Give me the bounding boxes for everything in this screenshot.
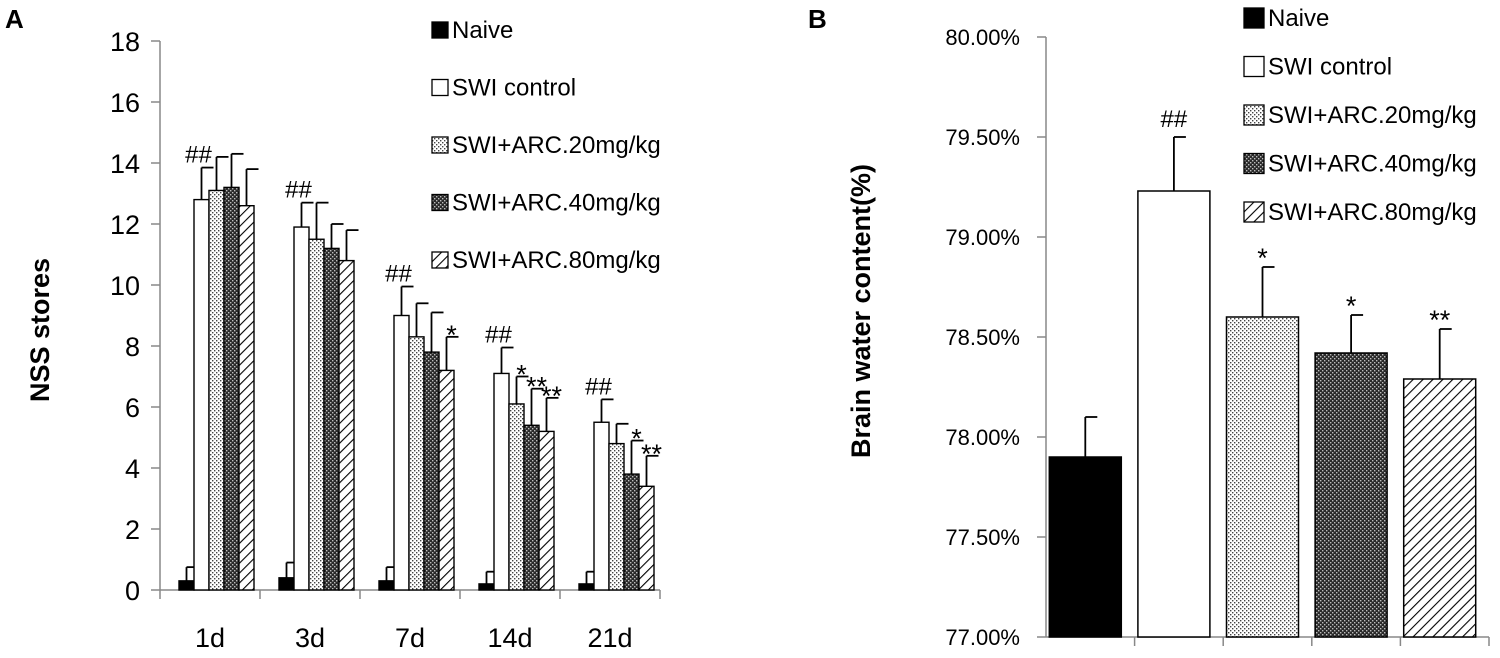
chart-a-bar [623,473,640,591]
chart-b-y-tick-label: 77.50% [945,525,1020,550]
chart-b-legend-swatch [1243,7,1265,29]
chart-b-significance-label: ## [1161,106,1188,133]
chart-a-legend-label: SWI+ARC.20mg/kg [452,132,661,159]
chart-b-y-axis-label: Brain water content(%) [846,164,876,458]
chart-a-legend-label: SWI+ARC.80mg/kg [452,247,661,274]
chart-b-significance-label: * [1346,291,1357,321]
chart-a-bar [393,314,410,591]
chart-a-legend-swatch [431,136,449,154]
chart-b-legend-swatch [1243,104,1265,126]
chart-b-significance-label: ** [1429,305,1451,335]
chart-a-x-tick-label: 21d [587,623,632,653]
chart-b-bar [1225,316,1300,638]
chart-a-bar [508,403,525,591]
chart-a-bar [293,226,310,591]
chart-a-bar [223,186,240,591]
chart-a-y-tick-label: 16 [110,88,140,118]
chart-a-bar [523,424,540,591]
chart-a-bar [178,580,195,591]
chart-a-significance-label: ** [641,439,663,469]
chart-a-y-tick-label: 18 [110,27,140,57]
chart-a-legend: Naive SWI control SWI+ARC.20mg/kg SWI+ARC.4… [431,17,661,274]
panel-label-a: A [5,4,24,34]
chart-b-y-tick-label: 77.00% [945,625,1020,650]
chart-a-y-tick-label: 12 [110,210,140,240]
chart-a-bar [593,421,610,591]
chart-a-legend-label: Naive [452,17,513,44]
chart-b-legend: Naive SWI control SWI+ARC.20mg/kg SWI+ARC.4… [1243,5,1477,226]
chart-a-bar [323,247,340,591]
chart-a-significance-label: ## [485,322,512,349]
chart-b-legend-label: SWI control [1268,54,1392,81]
chart-a-bar [278,577,295,591]
chart-a-bar [338,259,355,591]
chart-a-y-tick-label: 8 [125,332,140,362]
chart-b-bar [1048,456,1123,638]
chart-b-bar [1137,190,1211,638]
chart-a-legend-swatch [431,193,449,212]
panel-label-b: B [808,4,827,34]
chart-a-significance-label: ## [185,142,212,169]
chart-b-legend-label: Naive [1268,5,1329,32]
chart-b-legend-label: SWI+ARC.40mg/kg [1268,151,1477,178]
chart-a-significance-label: ## [585,373,612,400]
chart-a-y-axis-label: NSS stores [25,258,55,402]
chart-b-legend-label: SWI+ARC.80mg/kg [1268,199,1477,226]
chart-a-significance-label: ** [541,381,563,411]
chart-a-bar [193,198,210,591]
chart-a-y-tick-label: 4 [125,454,140,484]
chart-a-y-tick-label: 10 [110,271,140,301]
chart-a-legend-label: SWI+ARC.40mg/kg [452,190,661,217]
chart-a-significance-label: * [631,424,642,454]
chart-a-x-tick-label: 14d [487,623,532,653]
chart-a-significance-label: * [516,360,527,390]
chart-b: Brain water content(%) 77.00% 77.50% 78.00… [846,5,1490,650]
chart-a-bar [208,189,225,591]
chart-b-significance-label: * [1257,243,1268,273]
chart-b-legend-swatch [1243,152,1265,175]
chart-a-x-tick-label: 3d [295,623,325,653]
chart-b-bar [1314,352,1388,638]
chart-a-y-tick-label: 14 [110,149,140,179]
chart-a-bar [578,583,595,591]
chart-a-bar [438,369,455,591]
chart-a-y-tick-label: 6 [125,393,140,423]
chart-a-significance-label: ** [526,372,548,402]
chart-a-y-tick-label: 2 [125,515,140,545]
chart-b-y-tick-label: 80.00% [945,25,1020,50]
chart-a-y-tick-label: 0 [125,576,140,606]
chart-a-x-tick-label: 1d [195,623,225,653]
chart-b-y-tick-label: 78.50% [945,325,1020,350]
chart-a-legend-label: SWI control [452,75,576,102]
chart-a-bar [538,430,555,591]
chart-b-legend-swatch [1243,201,1265,223]
chart-a-bar [238,204,255,591]
chart-b-legend-label: SWI+ARC.20mg/kg [1268,102,1477,129]
chart-a-bar [608,442,625,591]
chart-a-bar [638,485,655,591]
chart-b-y-tick-label: 78.00% [945,425,1020,450]
chart-b-y-tick-label: 79.00% [945,225,1020,250]
chart-b-legend-swatch [1243,55,1265,78]
chart-b-bar [1402,378,1477,638]
chart-a-bar [478,583,495,591]
chart-a-x-tick-label: 7d [395,623,425,653]
chart-a-bar [493,372,510,591]
chart-a-bar [408,336,425,591]
chart-a-legend-swatch [431,78,449,97]
chart-a-significance-label: ## [285,177,312,204]
chart-a-significance-label: * [446,320,457,350]
chart-a-bar [378,580,395,591]
chart-b-y-tick-label: 79.50% [945,125,1020,150]
chart-a-legend-swatch [431,21,449,39]
chart-a-bar [423,351,440,591]
chart-a-legend-swatch [431,251,449,269]
chart-a-significance-label: ## [385,261,412,288]
chart-a: NSS stores 0 2 4 6 8 10 12 14 16 18 1d 3d 7d 14d 21d #… [25,17,662,653]
chart-a-bar [308,238,325,591]
